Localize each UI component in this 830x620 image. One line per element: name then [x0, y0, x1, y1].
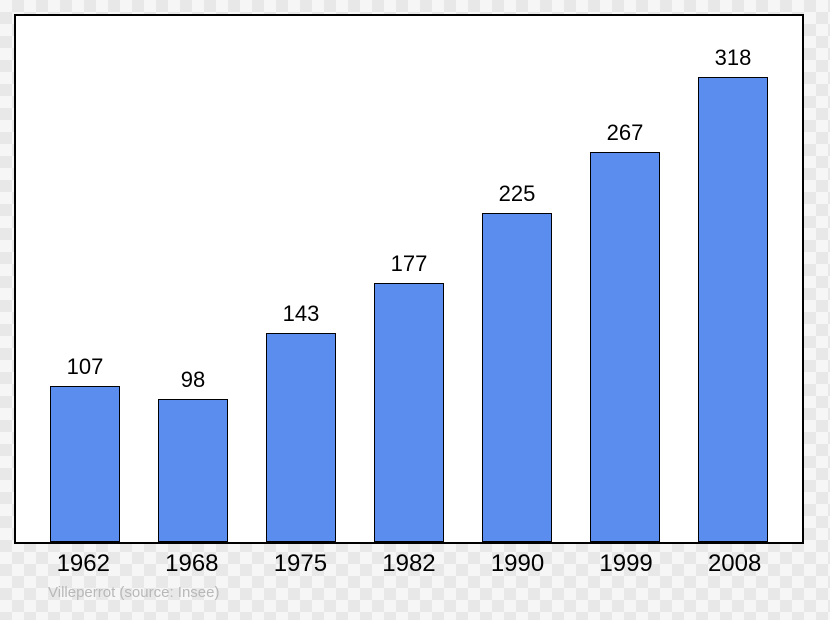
bar-group: 98: [158, 367, 228, 542]
bar-group: 107: [50, 354, 120, 542]
x-axis-label: 1990: [483, 550, 553, 578]
x-axis-label: 1968: [157, 550, 227, 578]
x-axis-labels: 1962 1968 1975 1982 1990 1999 2008: [14, 550, 804, 578]
bar: [374, 283, 444, 542]
bar-value-label: 143: [283, 301, 320, 327]
bar-value-label: 318: [715, 45, 752, 71]
bar: [266, 333, 336, 542]
bar: [698, 77, 768, 542]
bar-group: 267: [590, 120, 660, 542]
bar-value-label: 98: [181, 367, 205, 393]
x-axis-label: 1975: [265, 550, 335, 578]
bars-container: 107 98 143 177 225 267 318: [16, 16, 802, 542]
bar: [50, 386, 120, 542]
x-axis-label: 1999: [591, 550, 661, 578]
x-axis-label: 2008: [700, 550, 770, 578]
bar-value-label: 225: [499, 181, 536, 207]
x-axis-label: 1962: [48, 550, 118, 578]
bar-value-label: 177: [391, 251, 428, 277]
bar-value-label: 107: [67, 354, 104, 380]
bar-group: 225: [482, 181, 552, 542]
bar-value-label: 267: [607, 120, 644, 146]
bar: [158, 399, 228, 542]
chart-frame: 107 98 143 177 225 267 318: [14, 14, 804, 544]
bar-group: 143: [266, 301, 336, 542]
bar-group: 177: [374, 251, 444, 542]
x-axis-label: 1982: [374, 550, 444, 578]
chart-caption: Villeperrot (source: Insee): [48, 584, 219, 601]
bar: [482, 213, 552, 542]
bar: [590, 152, 660, 542]
bar-group: 318: [698, 45, 768, 542]
